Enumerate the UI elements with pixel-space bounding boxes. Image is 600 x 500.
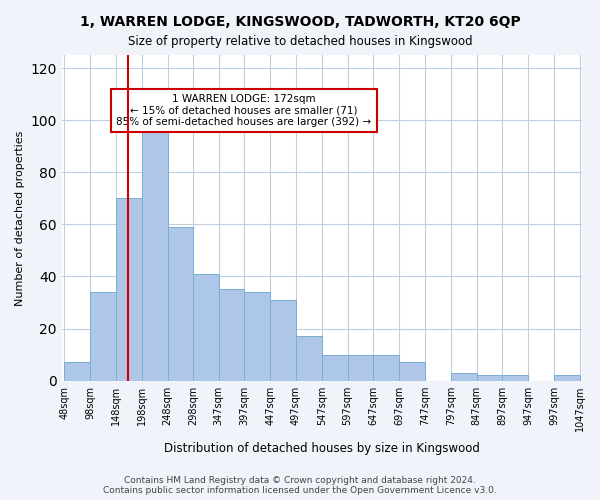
Bar xyxy=(90,292,116,380)
Bar xyxy=(373,354,399,380)
Bar xyxy=(270,300,296,380)
Bar xyxy=(322,354,347,380)
Bar xyxy=(218,290,244,380)
Bar xyxy=(554,376,580,380)
Text: 1 WARREN LODGE: 172sqm
← 15% of detached houses are smaller (71)
85% of semi-det: 1 WARREN LODGE: 172sqm ← 15% of detached… xyxy=(116,94,371,128)
Text: Size of property relative to detached houses in Kingswood: Size of property relative to detached ho… xyxy=(128,35,472,48)
Bar xyxy=(116,198,142,380)
X-axis label: Distribution of detached houses by size in Kingswood: Distribution of detached houses by size … xyxy=(164,442,480,455)
Text: Contains HM Land Registry data © Crown copyright and database right 2024.
Contai: Contains HM Land Registry data © Crown c… xyxy=(103,476,497,495)
Y-axis label: Number of detached properties: Number of detached properties xyxy=(15,130,25,306)
Text: 1, WARREN LODGE, KINGSWOOD, TADWORTH, KT20 6QP: 1, WARREN LODGE, KINGSWOOD, TADWORTH, KT… xyxy=(80,15,520,29)
Bar xyxy=(451,373,476,380)
Bar xyxy=(142,128,167,380)
Bar xyxy=(296,336,322,380)
Bar xyxy=(64,362,90,380)
Bar xyxy=(347,354,373,380)
Bar xyxy=(167,227,193,380)
Bar xyxy=(399,362,425,380)
Bar xyxy=(476,376,502,380)
Bar xyxy=(193,274,218,380)
Bar xyxy=(244,292,270,380)
Bar xyxy=(502,376,528,380)
